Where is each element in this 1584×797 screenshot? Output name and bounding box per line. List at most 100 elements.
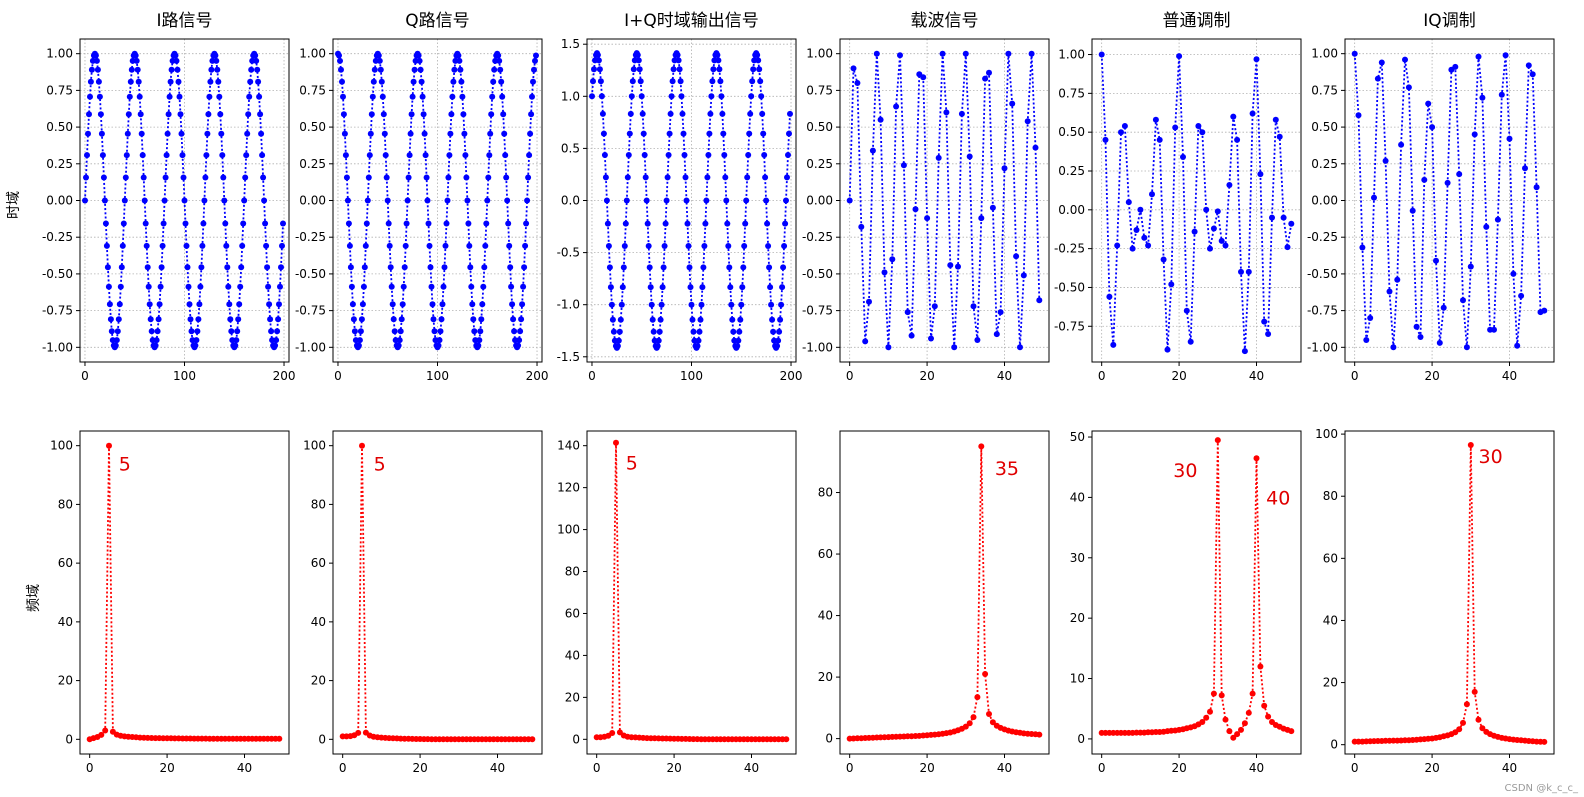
data-point (756, 66, 763, 73)
series-line (591, 51, 791, 350)
data-point (408, 111, 415, 118)
data-point (1491, 326, 1497, 333)
data-point (175, 78, 182, 85)
data-point (1355, 112, 1362, 119)
x-tick-label: 100 (173, 369, 196, 383)
data-point (1541, 738, 1548, 745)
y-tick-label: 0.25 (1311, 157, 1338, 171)
data-point (1467, 263, 1474, 270)
data-point (1529, 71, 1536, 78)
data-point (777, 316, 784, 323)
data-point (974, 694, 981, 701)
y-tick-label: 0 (572, 732, 580, 746)
data-point (224, 264, 231, 271)
data-point (337, 57, 343, 64)
series-line (848, 53, 1041, 348)
subplot-t4: 0 20 40 1.00 0.75 0.50 0.25 0.00 -0.25 -0.50 -0.75… (1054, 11, 1302, 383)
data-point (666, 130, 673, 137)
data-point (233, 337, 240, 344)
y-tick-label: 30 (1070, 551, 1085, 565)
y-tick-label: 0 (1330, 738, 1338, 752)
subplot-f0: 0 20 40 0 20 40 60 80 100 5 (50, 430, 290, 775)
data-point (225, 283, 232, 290)
data-point (1005, 50, 1012, 57)
data-point (489, 93, 496, 100)
series-points (589, 50, 793, 351)
data-point (605, 243, 612, 249)
data-point (167, 78, 174, 85)
data-point (165, 111, 172, 118)
data-point (1234, 731, 1241, 738)
data-point (1207, 708, 1213, 715)
data-point (385, 220, 392, 227)
series-points (335, 50, 539, 351)
data-point (275, 316, 282, 323)
data-point (1429, 124, 1436, 131)
data-point (1241, 720, 1248, 727)
data-point (375, 52, 382, 59)
data-point (784, 174, 790, 181)
x-tick-label: 0 (1098, 369, 1106, 383)
data-point (1269, 214, 1275, 221)
data-point (340, 111, 347, 118)
y-tick-label: -0.25 (42, 230, 73, 244)
data-point (997, 309, 1004, 316)
data-point (468, 283, 475, 290)
data-point (708, 93, 715, 100)
data-point (754, 52, 761, 58)
data-point (520, 283, 527, 290)
data-point (417, 66, 424, 73)
data-point (1210, 690, 1217, 697)
x-tick-label: 40 (490, 761, 505, 775)
data-point (993, 331, 1000, 338)
data-point (488, 111, 495, 118)
data-point (643, 197, 650, 204)
data-point (618, 301, 625, 308)
data-point (476, 337, 483, 344)
y-tick-label: -0.75 (295, 304, 326, 318)
y-tick-label: 0.25 (806, 157, 833, 171)
data-point (227, 316, 234, 323)
data-point (506, 242, 513, 249)
x-tick-label: 40 (1502, 761, 1517, 775)
data-point (1440, 304, 1447, 311)
subplot-t5: 0 20 40 1.00 0.75 0.50 0.25 0.00 -0.25 -0.50 -0.75… (1307, 11, 1555, 383)
data-point (363, 220, 370, 227)
data-point (152, 342, 159, 349)
x-tick-label: 40 (1249, 369, 1264, 383)
data-point (935, 154, 942, 161)
data-point (747, 110, 754, 117)
data-point (1475, 53, 1482, 60)
y-tick-label: 100 (50, 439, 73, 453)
data-point (496, 57, 503, 64)
row-label-time: 时域 (6, 191, 22, 219)
data-point (216, 93, 223, 100)
data-point (264, 264, 271, 271)
data-point (1444, 179, 1451, 186)
data-point (595, 57, 602, 64)
data-point (702, 220, 709, 227)
peak-annotation: 40 (1266, 487, 1290, 509)
data-point (340, 93, 346, 100)
data-point (349, 301, 356, 308)
x-tick-label: 40 (744, 761, 759, 775)
data-point (1024, 118, 1031, 125)
data-point (966, 153, 973, 160)
data-point (866, 298, 872, 305)
data-point (355, 342, 362, 349)
data-point (436, 337, 443, 344)
data-point (1137, 206, 1144, 213)
data-point (140, 174, 147, 181)
data-point (84, 152, 90, 159)
x-tick-label: 0 (1098, 761, 1106, 775)
data-point (485, 174, 492, 181)
data-point (341, 130, 348, 137)
data-point (939, 50, 946, 57)
x-tick-label: 20 (666, 761, 681, 775)
subplot-f1: 0 20 40 0 20 40 60 80 100 5 (303, 430, 543, 775)
data-point (422, 152, 429, 159)
data-point (533, 52, 539, 59)
data-point (616, 328, 623, 335)
data-point (862, 338, 869, 345)
y-tick-label: 20 (1070, 611, 1085, 625)
